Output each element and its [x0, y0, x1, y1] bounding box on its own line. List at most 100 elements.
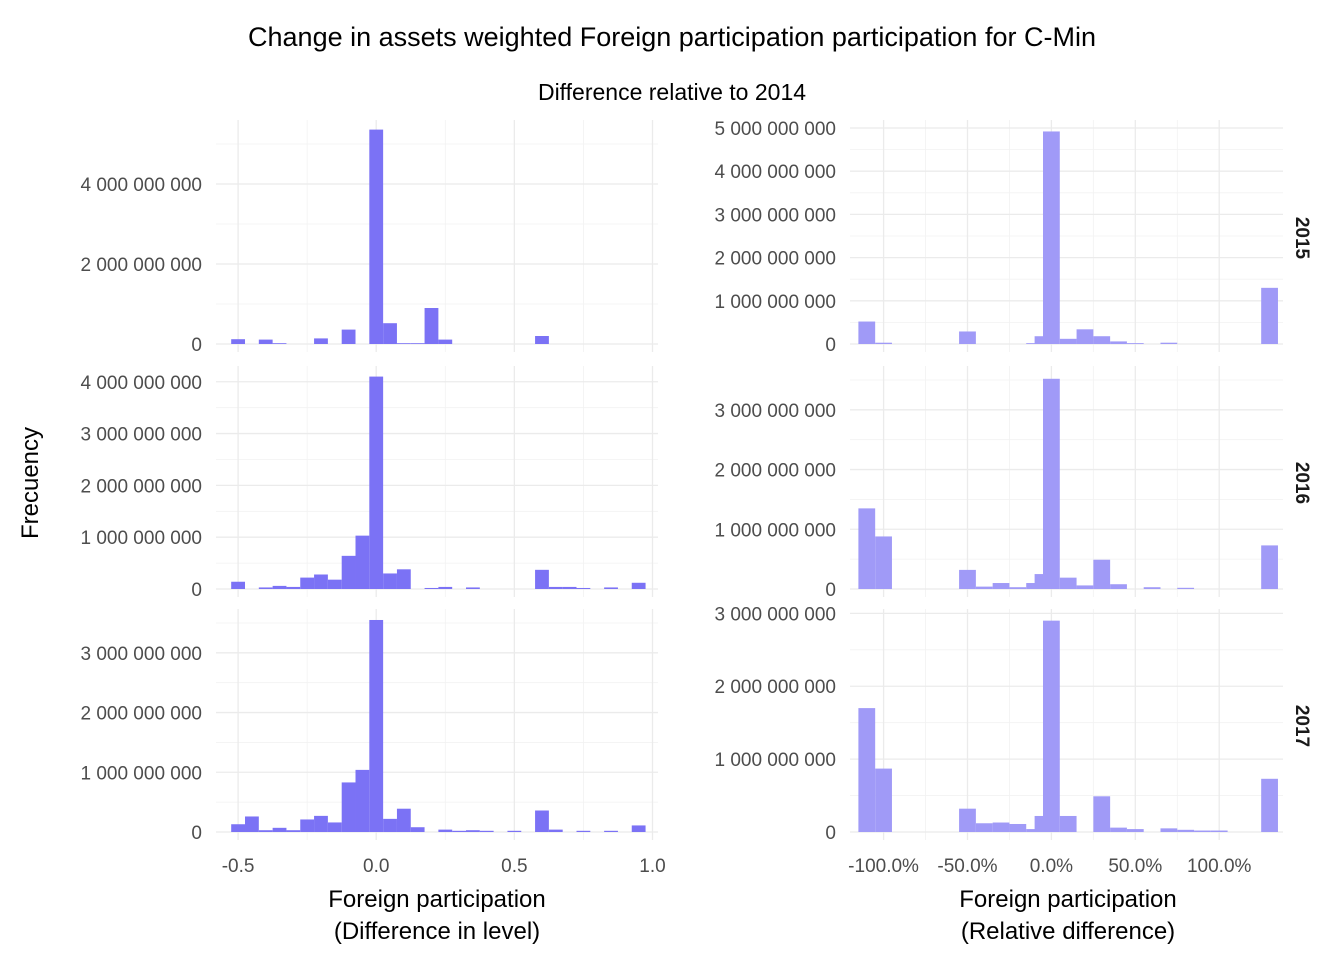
- y-tick-label: 2 000 000 000: [714, 461, 836, 482]
- y-tick-label: 0: [191, 823, 202, 844]
- histogram-bar: [875, 342, 892, 344]
- histogram-bar: [300, 577, 315, 589]
- y-tick-label: 4 000 000 000: [80, 373, 202, 394]
- histogram-bar: [424, 587, 439, 589]
- histogram-bar: [1194, 830, 1211, 832]
- histogram-bar: [258, 339, 273, 344]
- y-tick-label: 3 000 000 000: [80, 644, 202, 665]
- histogram-bar: [1110, 341, 1127, 344]
- histogram-bar: [438, 586, 453, 589]
- histogram-bar: [341, 329, 356, 344]
- histogram-bar: [258, 830, 273, 832]
- histogram-bar: [1110, 827, 1127, 832]
- histogram-bar: [286, 586, 301, 589]
- histogram-bar: [327, 579, 342, 589]
- histogram-bar: [535, 569, 549, 589]
- histogram-bar: [858, 708, 876, 832]
- y-tick-label: 3 000 000 000: [714, 401, 836, 422]
- histogram-bar: [424, 308, 439, 344]
- histogram-bar: [1093, 559, 1111, 589]
- histogram-bar: [1261, 778, 1278, 832]
- histogram-bar: [875, 536, 892, 589]
- histogram-bar: [383, 818, 397, 832]
- y-tick-label: 0: [825, 580, 836, 601]
- histogram-bar: [1043, 378, 1060, 589]
- histogram-bar: [231, 581, 246, 589]
- x-tick-label: 0.0: [363, 856, 389, 877]
- facet-label-2015: 2015: [1291, 217, 1312, 260]
- chart-subtitle: Difference relative to 2014: [538, 79, 806, 105]
- histogram-bar: [1076, 329, 1094, 344]
- histogram-bar: [272, 343, 287, 344]
- histogram-bar: [341, 555, 356, 589]
- x-axis-title-left-line1: Foreign participation: [328, 886, 545, 913]
- y-tick-label: 0: [825, 823, 836, 844]
- y-axis-title: Frecuency: [17, 427, 44, 539]
- y-tick-label: 2 000 000 000: [80, 476, 202, 497]
- histogram-bar: [383, 573, 397, 589]
- histogram-bar: [576, 830, 591, 832]
- histogram-bar: [576, 587, 591, 589]
- panel-level-2015: 0 2 000 000 000 4 000 000 000: [80, 120, 658, 356]
- histogram-bar: [1009, 587, 1027, 589]
- histogram-bar: [1143, 587, 1161, 589]
- histogram-bar: [369, 376, 384, 589]
- x-axis-title-right-line2: (Relative difference): [961, 918, 1175, 945]
- y-tick-label: 3 000 000 000: [80, 425, 202, 446]
- histogram-bar: [1177, 587, 1195, 589]
- histogram-bar: [1093, 336, 1111, 344]
- histogram-bar: [341, 782, 356, 832]
- panel-relative-2016: 0 1 000 000 000 2 000 000 000 3 000 000 000: [714, 366, 1283, 601]
- histogram-bar: [396, 569, 411, 589]
- histogram-bar: [535, 810, 549, 832]
- histogram-bar: [231, 339, 246, 344]
- facet-label-2016: 2016: [1291, 462, 1312, 504]
- y-tick-label: 1 000 000 000: [80, 763, 202, 784]
- x-tick-label: -50.0%: [937, 856, 997, 877]
- y-tick-label: 1 000 000 000: [714, 292, 836, 313]
- histogram-bar: [479, 830, 494, 832]
- y-tick-label: 3 000 000 000: [714, 205, 836, 226]
- histogram-bar: [1059, 577, 1077, 589]
- histogram-bar: [1160, 828, 1178, 832]
- y-tick-label: 4 000 000 000: [80, 175, 202, 196]
- x-tick-label: -0.5: [222, 856, 255, 877]
- histogram-bar: [1177, 829, 1195, 832]
- histogram-bar: [369, 619, 384, 832]
- histogram-bar: [438, 829, 453, 832]
- histogram-bar: [383, 323, 397, 344]
- histogram-bar: [1110, 584, 1127, 589]
- histogram-bar: [959, 331, 976, 344]
- histogram-bar: [975, 586, 993, 589]
- histogram-bar: [272, 585, 287, 589]
- histogram-bar: [355, 769, 370, 832]
- histogram-bar: [631, 582, 646, 589]
- histogram-bar: [1126, 829, 1144, 832]
- histogram-bar: [1261, 545, 1278, 589]
- x-axis-title-right-line1: Foreign participation: [959, 886, 1176, 913]
- histogram-bar: [466, 587, 480, 589]
- y-tick-label: 1 000 000 000: [714, 520, 836, 541]
- histogram-bar: [396, 343, 411, 344]
- histogram-bar: [327, 822, 342, 832]
- histogram-bar: [272, 827, 287, 832]
- histogram-bar: [355, 535, 370, 589]
- histogram-bar: [1043, 620, 1060, 832]
- y-tick-label: 3 000 000 000: [714, 604, 836, 625]
- y-tick-label: 0: [825, 335, 836, 356]
- panel-level-2016: 0 1 000 000 000 2 000 000 000 3 000 000 000…: [80, 366, 658, 601]
- y-tick-label: 0: [191, 580, 202, 601]
- facet-label-2017: 2017: [1291, 705, 1312, 747]
- histogram-bar: [396, 808, 411, 832]
- histogram-bar: [548, 586, 563, 589]
- x-tick-label: 0.0%: [1030, 856, 1073, 877]
- histogram-bar: [314, 815, 328, 832]
- histogram-bar: [410, 827, 425, 832]
- chart-title: Change in assets weighted Foreign partic…: [248, 22, 1096, 52]
- y-tick-label: 0: [191, 335, 202, 356]
- x-tick-label: 100.0%: [1187, 856, 1252, 877]
- histogram-bar: [452, 830, 467, 832]
- histogram-bar: [875, 768, 892, 832]
- histogram-bar: [314, 338, 328, 344]
